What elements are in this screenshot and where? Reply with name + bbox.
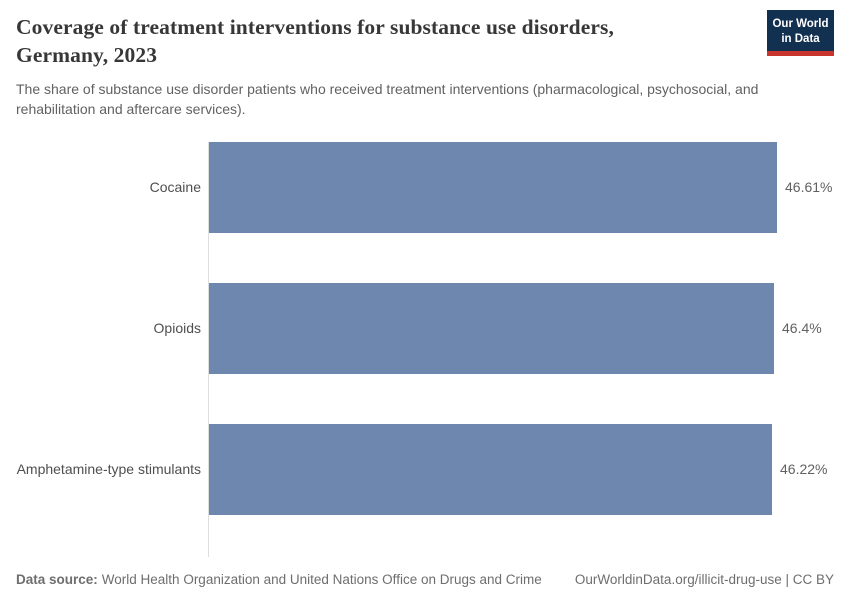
owid-logo-line1: Our World (772, 18, 829, 30)
value-label: 46.4% (782, 320, 822, 337)
owid-logo-line2: in Data (781, 32, 820, 45)
bar-row: Opioids 46.4% (16, 282, 834, 374)
bar[interactable] (209, 423, 772, 515)
credit-link[interactable]: OurWorldinData.org/illicit-drug-use | CC… (574, 571, 834, 587)
bar[interactable] (209, 282, 774, 374)
bar-row: Amphetamine-type stimulants 46.22% (16, 423, 834, 515)
value-label: 46.61% (785, 179, 833, 196)
chart-header: Coverage of treatment interventions for … (16, 10, 834, 119)
data-source-note: Data source: World Health Organization an… (16, 572, 542, 587)
category-label: Amphetamine-type stimulants (16, 461, 201, 478)
bar-area: 46.22% (208, 423, 834, 515)
bar-row: Cocaine 46.61% (16, 141, 834, 233)
bar[interactable] (209, 141, 777, 233)
chart-subtitle: The share of substance use disorder pati… (16, 80, 759, 117)
category-label: Opioids (153, 320, 201, 337)
data-source-text: World Health Organization and United Nat… (101, 571, 542, 587)
owid-logo[interactable]: Our World in Data (767, 10, 834, 57)
category-label: Cocaine (149, 179, 201, 196)
bar-area: 46.61% (208, 141, 834, 233)
bar-chart: Cocaine 46.61% Opioids 46.4% Amphetamine… (16, 141, 834, 557)
y-axis-line (208, 141, 209, 557)
chart-title: Coverage of treatment interventions for … (16, 15, 614, 67)
header-text-block: Coverage of treatment interventions for … (16, 14, 767, 119)
value-label: 46.22% (780, 461, 828, 478)
data-source-label: Data source: (16, 571, 98, 587)
chart-footer: Data source: World Health Organization an… (16, 572, 834, 587)
bar-area: 46.4% (208, 282, 834, 374)
